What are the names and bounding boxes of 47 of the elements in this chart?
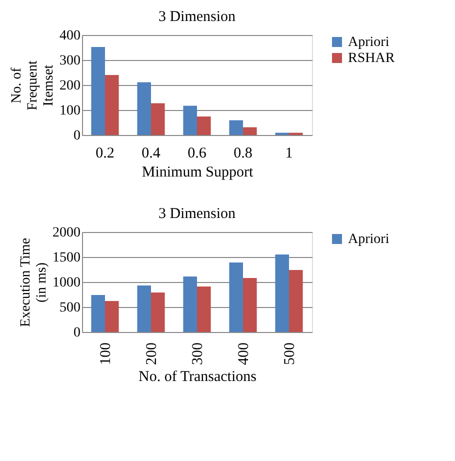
bar: [197, 286, 211, 332]
bar: [197, 116, 211, 135]
bar: [229, 262, 243, 332]
bar: [105, 301, 119, 332]
x-tick-label: 500: [282, 342, 298, 365]
legend-label: Apriori: [348, 35, 390, 50]
x-tick-label: 0.8: [234, 146, 252, 162]
legend-label: Apriori: [348, 232, 390, 247]
y-tick-label: 300: [60, 54, 80, 68]
legend-label: RSHAR: [348, 51, 396, 66]
y-tick-label: 0: [74, 326, 80, 340]
y-tick-label: 400: [60, 28, 80, 44]
chart-title: 3 Dimension: [158, 206, 236, 222]
x-tick-label: 100: [98, 342, 114, 365]
x-tick-label: 0.6: [188, 146, 207, 162]
y-axis-title: Execution Time (in ms): [18, 238, 50, 328]
y-tick-label: 1000: [52, 276, 80, 290]
x-tick-label: 300: [190, 342, 206, 365]
bar: [229, 120, 243, 135]
chart-title: 3 Dimension: [158, 9, 236, 25]
bar: [105, 75, 119, 135]
y-tick-label: 1500: [52, 250, 80, 266]
x-axis-title: Minimum Support: [142, 164, 254, 180]
bar: [183, 106, 197, 135]
bar: [275, 254, 289, 332]
y-axis-title: No. of Frequent Itemset: [10, 60, 56, 110]
y-tick-label: 0: [74, 128, 80, 144]
bar: [243, 127, 257, 135]
bar: [91, 47, 105, 135]
x-tick-label: 1: [285, 146, 293, 162]
y-tick-label: 500: [60, 300, 80, 316]
bar: [91, 295, 105, 332]
x-tick-label: 0.2: [96, 146, 114, 162]
bar: [183, 276, 197, 332]
x-tick-label: 200: [144, 342, 160, 365]
x-tick-label: 400: [236, 342, 252, 365]
y-tick-label: 2000: [52, 226, 80, 240]
bar: [151, 103, 165, 135]
y-tick-label: 200: [60, 78, 80, 94]
bar: [137, 82, 151, 135]
x-axis-title: No. of Transactions: [138, 369, 257, 385]
bar: [289, 270, 303, 332]
bar: [137, 286, 151, 332]
bar: [243, 278, 257, 332]
y-tick-label: 100: [60, 104, 80, 118]
x-tick-label: 0.4: [142, 146, 161, 162]
bar: [151, 292, 165, 332]
